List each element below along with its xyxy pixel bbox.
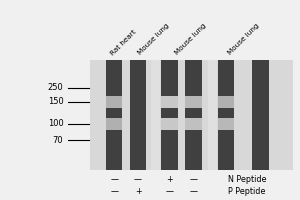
Bar [161,118,178,130]
Bar [161,96,178,108]
Bar [185,118,202,130]
Text: 250: 250 [48,83,63,92]
Bar [161,60,178,170]
Text: +: + [135,187,141,196]
Text: —: — [134,175,142,184]
Text: —: — [110,175,118,184]
Text: +: + [166,175,173,184]
Text: —: — [165,187,173,196]
Bar [106,96,122,108]
Bar [252,60,269,170]
Text: 150: 150 [48,97,63,106]
Bar [106,60,122,170]
Bar [185,96,202,108]
Bar [208,60,217,170]
Text: N Peptide: N Peptide [228,175,266,184]
Bar [90,60,293,170]
Text: 70: 70 [53,136,63,145]
Text: Mouse lung: Mouse lung [226,23,260,56]
Text: —: — [189,187,197,196]
Text: —: — [110,187,118,196]
Text: Rat heart: Rat heart [110,28,138,56]
Bar [218,60,234,170]
Bar [106,118,122,130]
Text: Mouse lung: Mouse lung [174,23,208,56]
Bar [152,60,160,170]
Text: —: — [189,175,197,184]
Bar [218,118,234,130]
Bar [218,96,234,108]
Text: P Peptide: P Peptide [228,187,265,196]
Text: Mouse lung: Mouse lung [137,23,170,56]
Text: 100: 100 [48,119,63,128]
Bar [185,60,202,170]
Bar [130,60,146,170]
